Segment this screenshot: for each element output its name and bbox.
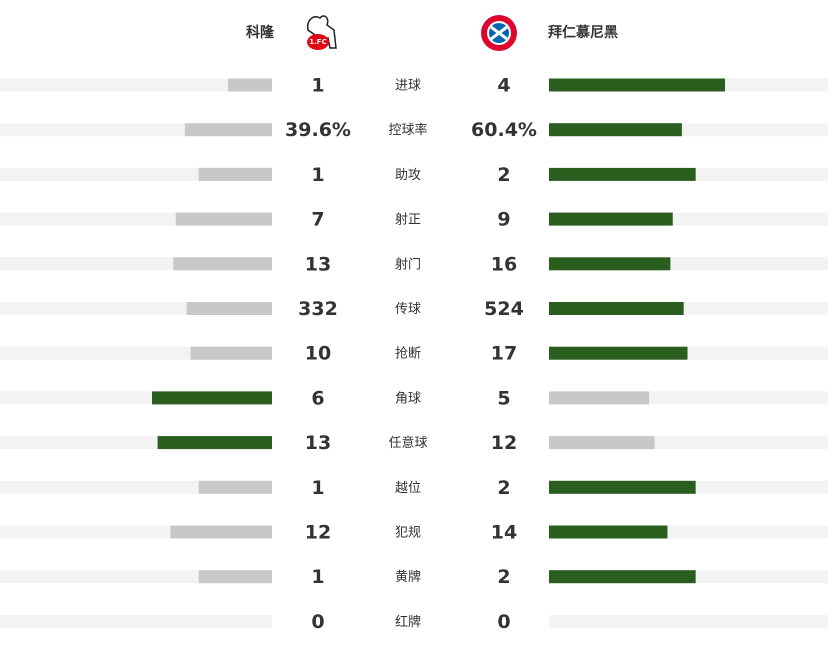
away-track xyxy=(549,614,828,628)
away-value: 14 xyxy=(491,522,517,544)
home-value: 7 xyxy=(311,209,324,231)
home-bar xyxy=(170,525,272,539)
stat-label: 进球 xyxy=(395,79,421,94)
home-track xyxy=(0,78,272,92)
stat-label: 犯规 xyxy=(395,526,421,541)
home-bar xyxy=(184,123,272,137)
away-value: 5 xyxy=(497,387,510,409)
away-bar xyxy=(549,78,725,92)
home-value: 10 xyxy=(305,343,331,365)
stat-label: 任意球 xyxy=(388,435,427,451)
home-value: 13 xyxy=(305,253,331,275)
away-bar xyxy=(549,302,684,315)
away-value: 17 xyxy=(491,343,517,365)
away-value: 2 xyxy=(497,477,510,499)
away-bar xyxy=(549,346,688,360)
home-team-logo: 1.FC xyxy=(306,15,337,50)
home-value: 332 xyxy=(298,298,338,320)
home-value: 1 xyxy=(311,477,324,499)
away-team-logo xyxy=(481,15,517,51)
stat-label: 射门 xyxy=(395,256,421,272)
away-bar xyxy=(549,525,668,539)
home-bar xyxy=(228,78,272,92)
home-value: 12 xyxy=(305,522,331,544)
away-value: 2 xyxy=(497,164,510,186)
stat-label: 传球 xyxy=(395,302,421,317)
away-bar xyxy=(549,212,673,226)
away-bar xyxy=(549,391,649,405)
stat-label: 红牌 xyxy=(395,614,421,630)
away-value: 0 xyxy=(497,611,510,633)
stat-label: 角球 xyxy=(395,391,421,406)
home-value: 1 xyxy=(311,75,324,97)
stat-label: 射正 xyxy=(395,212,421,228)
away-value: 9 xyxy=(497,209,510,231)
away-bar xyxy=(549,480,696,494)
away-bar xyxy=(549,570,696,584)
away-bar xyxy=(549,167,696,181)
home-bar xyxy=(198,480,272,494)
home-team-name: 科隆 xyxy=(246,24,275,41)
svg-text:1.FC: 1.FC xyxy=(309,38,326,46)
away-value: 16 xyxy=(491,253,517,275)
away-bar xyxy=(549,257,671,271)
away-value: 60.4% xyxy=(471,119,537,141)
home-bar xyxy=(152,391,272,405)
away-value: 524 xyxy=(484,298,524,320)
home-value: 1 xyxy=(311,566,324,588)
home-bar xyxy=(198,167,272,181)
away-value: 12 xyxy=(491,432,517,454)
away-team-name: 拜仁慕尼黑 xyxy=(548,24,618,41)
away-value: 2 xyxy=(497,566,510,588)
stat-label: 越位 xyxy=(395,481,421,496)
home-value: 1 xyxy=(311,164,324,186)
away-bar xyxy=(549,123,682,137)
home-value: 13 xyxy=(305,432,331,454)
home-track xyxy=(0,614,272,628)
stat-label: 黄牌 xyxy=(395,569,421,585)
home-bar xyxy=(175,212,272,226)
stat-label: 助攻 xyxy=(395,168,421,183)
away-bar xyxy=(549,436,655,450)
home-value: 0 xyxy=(311,611,324,633)
home-bar xyxy=(157,436,272,450)
home-bar xyxy=(198,570,272,584)
stat-label: 抢断 xyxy=(395,346,421,362)
home-bar xyxy=(173,257,272,271)
stat-label: 控球率 xyxy=(388,122,427,138)
home-bar xyxy=(186,302,272,315)
home-value: 39.6% xyxy=(285,119,351,141)
home-bar xyxy=(190,346,272,360)
home-value: 6 xyxy=(311,387,324,409)
away-value: 4 xyxy=(497,75,510,97)
